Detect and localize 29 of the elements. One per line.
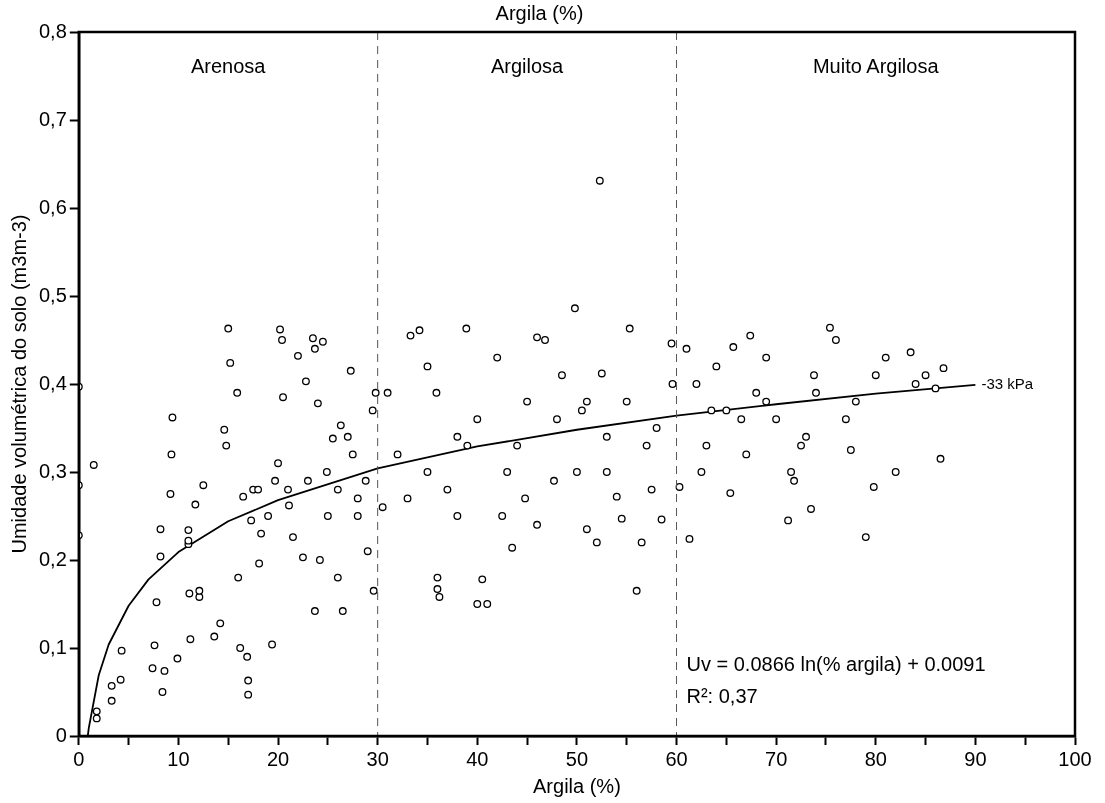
y-tick-label: 0,3 [38, 459, 67, 482]
annotation: Uv = 0.0866 ln(% argila) + 0.0091 [686, 653, 986, 676]
y-tick-label: 0,2 [38, 547, 67, 570]
y-tick-label: 0,4 [38, 371, 67, 394]
x-tick-label: 90 [964, 747, 987, 770]
x-tick-label: 10 [167, 747, 190, 770]
x-tick-label: 0 [73, 747, 85, 770]
x-tick-label: 40 [466, 747, 489, 770]
y-axis-title: Umidade volumétrica do solo (m3m-3) [7, 214, 30, 554]
annotation: Muito Argilosa [812, 54, 940, 77]
y-tick-label: 0 [55, 723, 67, 746]
series-label: -33 kPa [981, 375, 1034, 393]
y-tick-label: 0,5 [38, 283, 67, 306]
x-tick-label: 80 [864, 747, 887, 770]
annotation: Argilosa [490, 54, 565, 77]
y-tick-label: 0,6 [38, 195, 67, 218]
y-tick-label: 0,1 [38, 635, 67, 658]
x-axis-title: Argila (%) [533, 774, 621, 797]
x-tick-label: 20 [266, 747, 290, 770]
y-tick-label: 0,7 [38, 107, 67, 130]
x-tick-label: 50 [565, 747, 589, 770]
y-tick-label: 0,8 [38, 19, 67, 42]
x-tick-label: 70 [765, 747, 788, 770]
annotation: Arenosa [190, 54, 267, 77]
x-tick-label: 30 [366, 747, 389, 770]
annotation: R²: 0,37 [686, 684, 758, 707]
x-tick-label: 100 [1058, 747, 1092, 770]
x-tick-label: 60 [665, 747, 688, 770]
chart-title: Argila (%) [495, 1, 584, 24]
